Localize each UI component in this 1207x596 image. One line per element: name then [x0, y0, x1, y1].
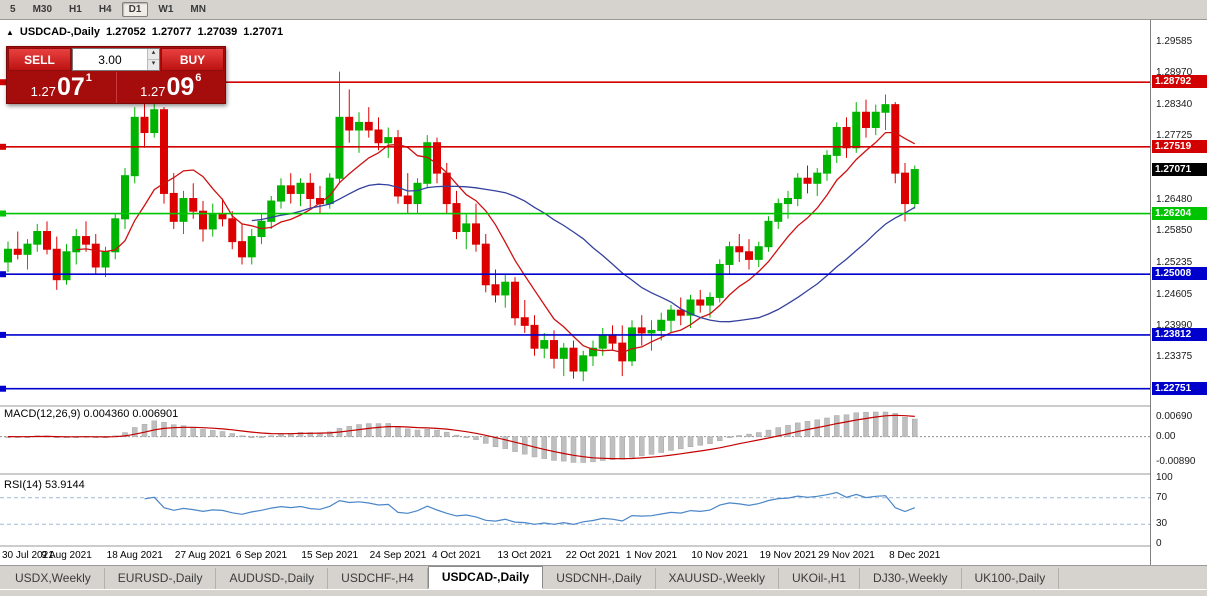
timeframe-toolbar: 5 M30 H1 H4 D1 W1 MN: [0, 0, 1207, 20]
horizontal-lines[interactable]: [0, 79, 1150, 392]
sell-price[interactable]: 1.27 07 1: [7, 72, 116, 103]
chart-symbol-label: USDCAD-,Daily: [19, 26, 100, 38]
macd-axis-label: 0.00690: [1156, 410, 1193, 422]
macd-panel: [0, 411, 1150, 463]
rsi-axis-label: 0: [1156, 538, 1162, 549]
rsi-axis-label: 30: [1156, 518, 1168, 530]
chart-tab-bar: USDX,Weekly EURUSD-,Daily AUDUSD-,Daily USD…: [0, 565, 1207, 589]
chart-tab-xauusd-weekly[interactable]: XAUUSD-,Weekly: [656, 568, 780, 589]
buy-price[interactable]: 1.27 09 6: [115, 72, 226, 103]
macd-indicator-label: MACD(12,26,9) 0.004360 0.006901: [4, 408, 179, 420]
price-line-badge: 1.22751: [1152, 381, 1207, 395]
moving-average-lines: [76, 131, 916, 354]
chart-tab-uk100-daily[interactable]: UK100-,Daily: [962, 568, 1060, 589]
price-axis-label: 1.29585: [1156, 35, 1193, 47]
timeframe-button-h4[interactable]: H4: [92, 2, 119, 17]
sell-price-prefix: 1.27: [30, 84, 56, 99]
chart-tab-usdcnh-daily[interactable]: USDCNH-,Daily: [543, 568, 656, 589]
price-axis-label: 1.28340: [1156, 99, 1193, 111]
close-value: 1.27071: [243, 26, 284, 38]
chart-ohlc-header: ▲ USDCAD-,Daily 1.27052 1.27077 1.27039 …: [6, 26, 283, 38]
buy-price-prefix: 1.27: [140, 84, 166, 99]
date-label: 10 Nov 2021: [691, 550, 748, 561]
date-label: 30 Jul 2021: [2, 550, 54, 561]
macd-axis-label: 0.00: [1156, 430, 1176, 442]
sell-price-big: 07: [56, 73, 85, 101]
sell-price-pipette: 1: [85, 72, 92, 84]
timeframe-button-m30[interactable]: M30: [26, 2, 59, 17]
date-label: 9 Aug 2021: [41, 550, 92, 561]
chart-tab-usdx-weekly[interactable]: USDX,Weekly: [2, 568, 105, 589]
price-axis-label: 1.23375: [1156, 351, 1193, 363]
date-label: 24 Sep 2021: [370, 550, 427, 561]
date-label: 19 Nov 2021: [760, 550, 817, 561]
buy-price-big: 09: [166, 73, 195, 101]
timeframe-button-5[interactable]: 5: [3, 2, 23, 17]
open-value: 1.27052: [106, 26, 146, 38]
panel-separators: [0, 405, 1150, 547]
price-line-badge: 1.27519: [1152, 139, 1207, 153]
timeframe-button-mn[interactable]: MN: [183, 2, 213, 17]
sell-button[interactable]: SELL: [8, 48, 71, 71]
timeframe-button-w1[interactable]: W1: [151, 2, 180, 17]
date-label: 1 Nov 2021: [626, 550, 678, 561]
volume-input[interactable]: [73, 49, 147, 70]
price-axis[interactable]: 1.295851.289701.283401.277251.270951.264…: [1150, 20, 1207, 565]
price-axis-label: 1.26480: [1156, 193, 1193, 205]
one-click-trading-panel: SELL ▴ ▾ BUY 1.27 07 1 1.27: [6, 46, 226, 104]
chart-tab-usdchf-h4[interactable]: USDCHF-,H4: [328, 568, 428, 589]
buy-button[interactable]: BUY: [161, 48, 224, 71]
macd-axis-label: -0.00890: [1156, 456, 1196, 468]
volume-spinner: ▴ ▾: [146, 49, 159, 70]
low-value: 1.27039: [197, 26, 238, 38]
price-line-badge: 1.23812: [1152, 327, 1207, 341]
date-label: 13 Oct 2021: [498, 550, 553, 561]
date-label: 22 Oct 2021: [566, 550, 621, 561]
timeframe-button-d1[interactable]: D1: [121, 2, 149, 17]
price-line-badge: 1.28792: [1152, 75, 1207, 89]
rsi-indicator-label: RSI(14) 53.9144: [4, 479, 85, 491]
rsi-panel: [0, 491, 1150, 526]
chart-area: ▲ USDCAD-,Daily 1.27052 1.27077 1.27039 …: [0, 20, 1207, 565]
price-axis-label: 1.25850: [1156, 225, 1193, 237]
date-label: 4 Oct 2021: [432, 550, 481, 561]
current-price-badge: 1.27071: [1152, 162, 1207, 176]
price-axis-label: 1.27725: [1156, 130, 1193, 142]
price-axis-label: 1.28970: [1156, 67, 1193, 79]
symbol-triangle-icon: ▲: [6, 27, 14, 37]
buy-price-pipette: 6: [195, 72, 202, 84]
rsi-axis-label: 100: [1156, 472, 1173, 483]
date-label: 8 Dec 2021: [889, 550, 941, 561]
volume-down-icon[interactable]: ▾: [147, 59, 159, 70]
date-label: 6 Sep 2021: [236, 550, 288, 561]
date-label: 27 Aug 2021: [175, 550, 232, 561]
chart-tab-ukoil-h1[interactable]: UKOil-,H1: [779, 568, 861, 589]
status-strip: [0, 589, 1207, 596]
chart-tab-dj30-weekly[interactable]: DJ30-,Weekly: [860, 568, 962, 589]
price-axis-label: 1.24605: [1156, 288, 1193, 300]
date-label: 15 Sep 2021: [301, 550, 358, 561]
volume-up-icon[interactable]: ▴: [147, 49, 159, 59]
volume-field: ▴ ▾: [72, 48, 160, 71]
date-label: 18 Aug 2021: [107, 550, 164, 561]
high-value: 1.27077: [151, 26, 192, 38]
price-axis-label: 1.25235: [1156, 256, 1193, 268]
timeframe-button-h1[interactable]: H1: [62, 2, 89, 17]
date-label: 29 Nov 2021: [818, 550, 875, 561]
chart-tab-audusd-daily[interactable]: AUDUSD-,Daily: [216, 568, 329, 589]
chart-tab-usdcad-daily[interactable]: USDCAD-,Daily: [427, 566, 544, 589]
rsi-axis-label: 70: [1156, 491, 1168, 503]
price-line-badge: 1.26204: [1152, 206, 1207, 220]
price-axis-label: 1.23990: [1156, 319, 1193, 331]
price-line-badge: 1.25008: [1152, 267, 1207, 281]
chart-tab-eurusd-daily[interactable]: EURUSD-,Daily: [105, 568, 217, 589]
